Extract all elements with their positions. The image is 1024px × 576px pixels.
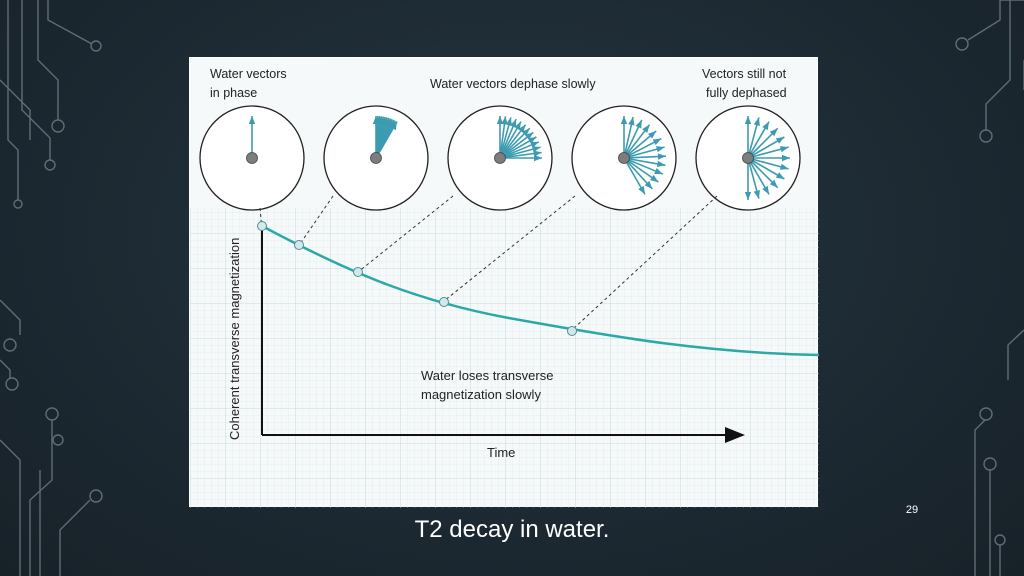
vector-arrowhead — [248, 116, 256, 124]
label-in-phase-line1: Water vectors — [210, 67, 287, 81]
vector-arrowhead — [753, 117, 760, 126]
proton-center — [370, 152, 382, 164]
proton-center — [494, 152, 506, 164]
vector-arrowhead — [654, 168, 663, 175]
vector-arrowhead — [620, 116, 628, 124]
vector-arrowhead — [775, 137, 785, 144]
sample-point — [353, 267, 363, 277]
vector-arrowhead — [744, 116, 752, 124]
x-axis-label: Time — [487, 445, 515, 460]
slide-number: 29 — [905, 504, 919, 516]
connector-line — [571, 195, 718, 331]
label-in-phase-line2: in phase — [210, 86, 257, 100]
vector-circle — [695, 105, 801, 211]
sample-point — [567, 326, 577, 336]
vector-arrowhead — [650, 174, 659, 183]
vector-arrowhead — [769, 128, 778, 137]
vector-circles — [199, 105, 801, 211]
slide-caption: T2 decay in water. — [414, 516, 610, 543]
label-not-dephased-line2: fully dephased — [706, 86, 787, 100]
vector-arrowhead — [635, 119, 642, 129]
vector-arrowhead — [657, 153, 666, 160]
vector-arrowhead — [656, 146, 665, 153]
vector-arrowhead — [527, 137, 537, 144]
vector-arrowhead — [390, 121, 397, 131]
vector-arrowhead — [647, 131, 657, 139]
vector-circle — [323, 105, 429, 211]
decay-curve — [261, 224, 819, 357]
vector-arrowhead — [782, 154, 790, 162]
vector-arrowhead — [501, 116, 508, 125]
vector-arrowhead — [533, 150, 542, 157]
vector-arrowhead — [525, 132, 534, 140]
vector-circle — [447, 105, 553, 211]
grid-major — [190, 208, 819, 508]
vector-arrowhead — [496, 116, 504, 124]
connector-line — [357, 195, 454, 273]
vector-arrowhead — [775, 172, 785, 179]
proton-center — [618, 152, 630, 164]
annotation-line2: magnetization slowly — [421, 387, 541, 402]
vector-arrowhead — [652, 138, 662, 146]
vector-arrowhead — [780, 146, 789, 153]
vector-arrowhead — [656, 160, 666, 168]
vector-arrowhead — [762, 121, 769, 131]
vector-arrowhead — [510, 119, 517, 128]
vector-arrowhead — [744, 192, 752, 200]
proton-center — [246, 152, 258, 164]
proton-center — [742, 152, 754, 164]
label-not-dephased-line1: Vectors still not — [702, 67, 787, 81]
connector-lines — [259, 195, 718, 331]
vector-arrowhead — [514, 121, 521, 131]
vector-arrowhead — [644, 180, 653, 189]
vector-circle — [571, 105, 677, 211]
vector-arrowhead — [638, 185, 645, 195]
vector-arrowhead — [521, 128, 530, 137]
vector-arrowhead — [534, 154, 542, 162]
t2-decay-figure: Water vectors in phase Water vectors dep… — [189, 57, 819, 508]
connector-line — [299, 195, 334, 245]
sample-point — [257, 221, 267, 231]
vector-arrowhead — [780, 163, 789, 170]
connector-line — [443, 195, 576, 302]
vector-arrowhead — [642, 124, 650, 133]
vector-arrowhead — [762, 185, 769, 195]
annotation-line1: Water loses transverse — [421, 368, 553, 383]
sample-point — [294, 240, 304, 250]
vector-arrowhead — [505, 117, 512, 126]
label-dephase-slowly: Water vectors dephase slowly — [430, 77, 596, 91]
vector-arrowhead — [769, 179, 778, 188]
vector-circle — [199, 105, 305, 211]
y-axis-label: Coherent transverse magnetization — [227, 238, 242, 440]
sample-point — [439, 297, 449, 307]
vector-arrowhead — [628, 116, 635, 126]
vector-arrowhead — [753, 190, 760, 199]
